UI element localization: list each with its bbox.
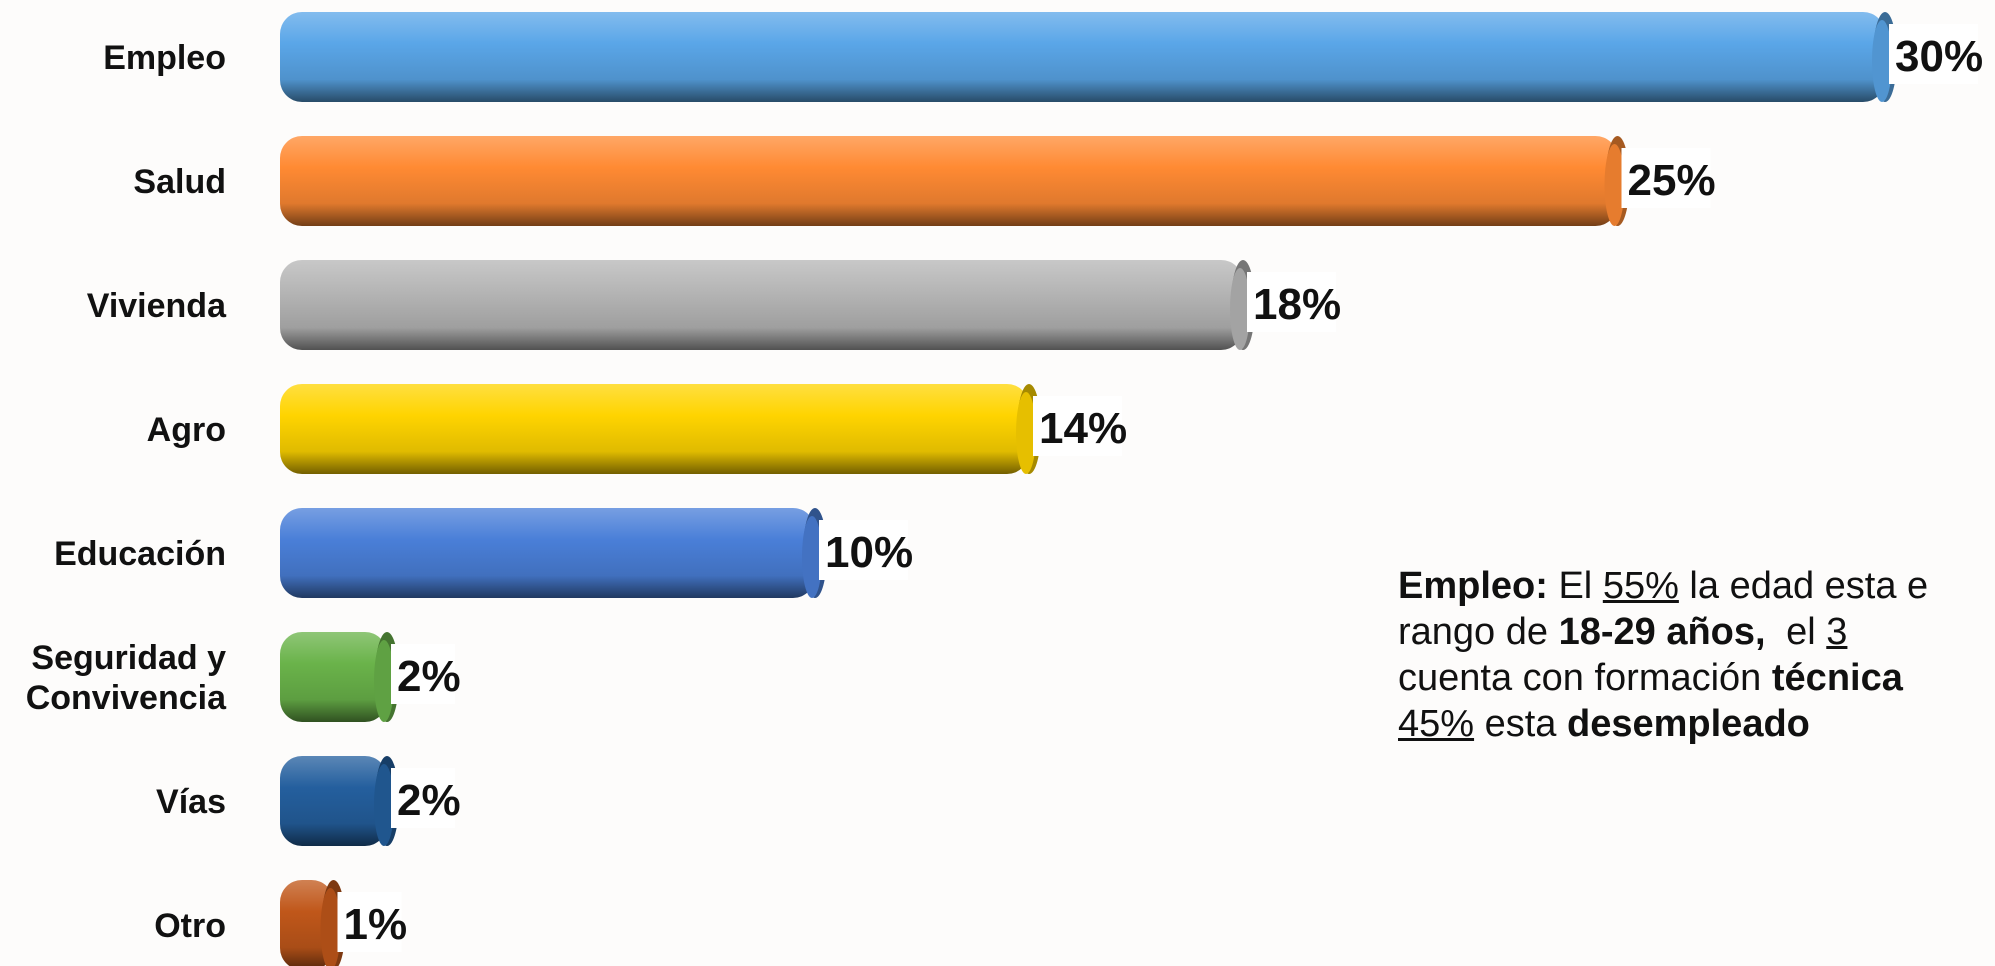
value-label-bg [1889, 24, 1978, 84]
note-text: el [1775, 611, 1827, 653]
bar-end-face [1016, 392, 1036, 474]
note-heading: Empleo: [1398, 565, 1548, 607]
value-label-bg [1247, 272, 1336, 332]
note-emphasis: técnica [1771, 657, 1903, 699]
bar-end-face [802, 516, 822, 598]
bar-empleo [280, 12, 1897, 102]
value-label-educacion: 10% [825, 528, 913, 577]
bar-body [280, 384, 1029, 474]
labels-layer: 30% Empleo 25% Salud 18% Vivienda 14% Agro 10% Ed… [26, 24, 1983, 952]
value-label-vias: 2% [397, 776, 461, 825]
note-figure: 3 [1826, 611, 1848, 653]
bar-vias [280, 756, 399, 846]
value-label-bg [337, 892, 402, 952]
bar-educacion [280, 508, 827, 598]
note-line-4: 45% esta desempleado [1398, 701, 1995, 747]
category-label-empleo: Empleo [103, 39, 226, 77]
note-emphasis: 18-29 años, [1558, 611, 1766, 653]
note-text: esta [1474, 703, 1568, 745]
value-label-empleo: 30% [1895, 32, 1983, 81]
bar-end-face [1872, 20, 1892, 102]
category-label-educacion: Educación [54, 535, 226, 573]
note-line-3: cuenta con formación técnica [1398, 655, 1995, 701]
bar-body [280, 260, 1243, 350]
category-label-otro: Otro [154, 907, 226, 945]
note-figure: 55% [1602, 565, 1679, 607]
note-text: El [1547, 565, 1603, 607]
note-emphasis: desempleado [1567, 703, 1810, 745]
note-figure: 45% [1398, 703, 1475, 745]
bar-end-face [1230, 268, 1250, 350]
bar-end-face [374, 764, 394, 846]
bar-end-face [1604, 144, 1625, 226]
note-text: cuenta con formación [1398, 657, 1772, 699]
bar-end-face [320, 888, 341, 966]
bar-body [280, 880, 334, 966]
category-label-salud: Salud [133, 163, 226, 201]
bar-body [280, 136, 1618, 226]
value-label-agro: 14% [1039, 404, 1127, 453]
note-line-1: Empleo: El 55% la edad esta e [1398, 563, 1995, 609]
bar-body [280, 756, 387, 846]
category-label-agro: Agro [147, 411, 226, 449]
bar-body [280, 632, 387, 722]
note-text: la edad esta e [1678, 565, 1929, 607]
bar-vivienda [280, 260, 1255, 350]
bar-seguridad-y-convivencia [280, 632, 399, 722]
category-label-seguridad-y-convivencia: Seguridad y Convivencia [26, 639, 227, 717]
value-label-bg [819, 520, 908, 580]
value-label-bg [1033, 396, 1122, 456]
value-label-vivienda: 18% [1253, 280, 1341, 329]
bar-end-face [374, 640, 394, 722]
employment-note: Empleo: El 55% la edad esta e rango de 1… [1398, 563, 1995, 747]
bar-otro [280, 880, 346, 966]
bar-salud [280, 136, 1630, 226]
value-label-bg [391, 768, 455, 828]
value-label-bg [1621, 148, 1711, 208]
note-line-2: rango de 18-29 años, el 3 [1398, 609, 1995, 655]
value-label-bg [391, 644, 455, 704]
category-label-vivienda: Vivienda [87, 287, 227, 325]
value-label-otro: 1% [344, 900, 408, 949]
value-label-seguridad-y-convivencia: 2% [397, 652, 461, 701]
value-label-salud: 25% [1628, 156, 1716, 205]
note-text: rango de [1398, 611, 1559, 653]
bar-body [280, 12, 1885, 102]
bar-agro [280, 384, 1041, 474]
bar-body [280, 508, 815, 598]
category-label-vias: Vías [156, 783, 226, 821]
